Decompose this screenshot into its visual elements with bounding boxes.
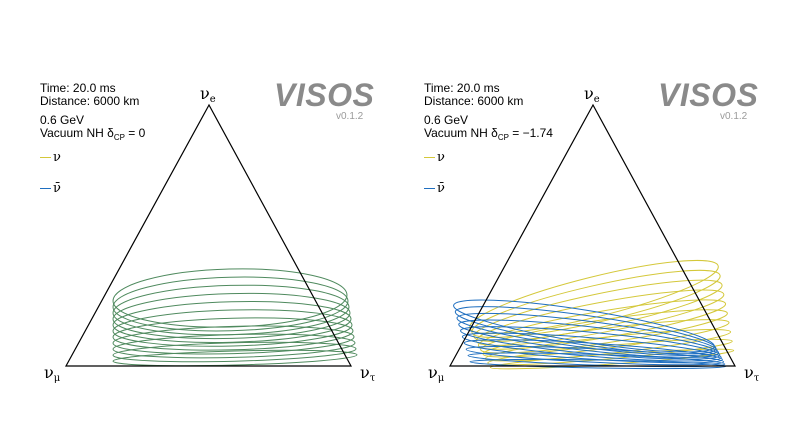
trajectory-group-right — [453, 259, 735, 370]
vertex-label-tau: ντ — [744, 363, 760, 384]
vertex-label-tau: ντ — [360, 363, 376, 384]
trajectory-loop — [112, 341, 357, 363]
trajectory-loop — [112, 317, 354, 351]
neutrino-loop — [471, 269, 721, 338]
brand-logo: VISOS — [274, 77, 375, 113]
antineutrino-loop — [453, 299, 715, 353]
panel-left: Time: 20.0 ms Distance: 6000 km 0.6 GeV … — [0, 0, 390, 432]
panel-right: Time: 20.0 ms Distance: 6000 km 0.6 GeV … — [384, 0, 774, 432]
version-label: v0.1.2 — [336, 111, 364, 122]
legend-antineutrino: ν̄ — [424, 181, 445, 196]
trajectory-loop — [112, 292, 351, 340]
mode-label: Vacuum NH δCP = −1.74 — [424, 126, 553, 143]
antineutrino-loop — [467, 352, 726, 368]
legend-neutrino: ν — [424, 150, 445, 165]
neutrino-loop — [475, 289, 725, 346]
ternary-plot-right — [448, 103, 737, 370]
neutrino-loop — [489, 348, 735, 370]
vertex-label-mu: νμ — [44, 363, 61, 384]
vertex-label-mu: νμ — [428, 363, 445, 384]
distance-label: Distance: 6000 km — [424, 94, 524, 108]
trajectory-loop — [112, 268, 348, 328]
antineutrino-loop — [465, 345, 725, 366]
trajectory-loop — [112, 349, 358, 367]
triangle-frame-left — [64, 103, 353, 367]
energy-label: 0.6 GeV — [424, 113, 469, 127]
time-label: Time: 20.0 ms — [424, 81, 500, 95]
antineutrino-loop — [461, 332, 722, 362]
legend-neutrino: ν — [40, 150, 61, 165]
triangle-frame-right — [448, 103, 737, 367]
trajectory-loop — [112, 301, 352, 343]
trajectory-loop — [112, 309, 353, 347]
vertex-label-e: νe — [584, 84, 600, 105]
legend-swatch-nu — [40, 157, 51, 158]
trajectory-loop — [112, 276, 349, 332]
energy-label: 0.6 GeV — [40, 113, 85, 127]
trajectory-loop — [112, 325, 355, 355]
neutrino-loop — [480, 309, 728, 354]
ternary-plot-left — [64, 103, 358, 367]
trajectory-group-left — [112, 268, 358, 367]
vertex-label-e: νe — [200, 84, 216, 105]
info-block-left: Time: 20.0 ms Distance: 6000 km 0.6 GeV … — [40, 82, 145, 144]
neutrino-loop — [469, 259, 719, 335]
trajectory-loop — [112, 333, 356, 359]
info-block-right: Time: 20.0 ms Distance: 6000 km 0.6 GeV … — [424, 82, 553, 144]
legend-swatch-nubar — [40, 188, 51, 189]
brand-logo: VISOS — [658, 77, 759, 113]
version-label: v0.1.2 — [720, 111, 748, 122]
distance-label: Distance: 6000 km — [40, 94, 140, 108]
legend-swatch-nubar — [424, 188, 435, 189]
mode-label: Vacuum NH δCP = 0 — [40, 126, 146, 143]
antineutrino-loop — [463, 339, 723, 364]
time-label: Time: 20.0 ms — [40, 81, 116, 95]
legend-antineutrino: ν̄ — [40, 181, 61, 196]
antineutrino-loop — [460, 326, 721, 360]
legend-swatch-nu — [424, 157, 435, 158]
